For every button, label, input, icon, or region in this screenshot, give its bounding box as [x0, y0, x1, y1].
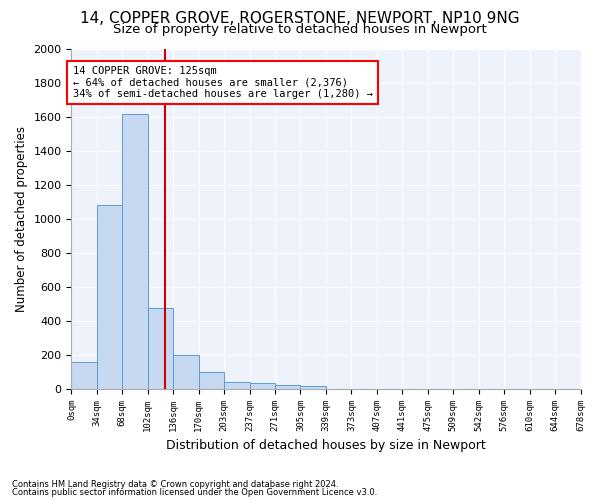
Text: 14 COPPER GROVE: 125sqm
← 64% of detached houses are smaller (2,376)
34% of semi: 14 COPPER GROVE: 125sqm ← 64% of detache…	[73, 66, 373, 99]
Bar	[173, 355, 199, 389]
Bar	[199, 372, 224, 389]
Text: Contains public sector information licensed under the Open Government Licence v3: Contains public sector information licen…	[12, 488, 377, 497]
Bar	[97, 206, 122, 389]
Bar	[122, 114, 148, 389]
Bar	[71, 362, 97, 389]
Bar	[301, 386, 326, 389]
Bar	[275, 386, 301, 389]
Y-axis label: Number of detached properties: Number of detached properties	[15, 126, 28, 312]
X-axis label: Distribution of detached houses by size in Newport: Distribution of detached houses by size …	[166, 440, 486, 452]
Bar	[148, 308, 173, 389]
Bar	[250, 383, 275, 389]
Text: Size of property relative to detached houses in Newport: Size of property relative to detached ho…	[113, 22, 487, 36]
Text: Contains HM Land Registry data © Crown copyright and database right 2024.: Contains HM Land Registry data © Crown c…	[12, 480, 338, 489]
Text: 14, COPPER GROVE, ROGERSTONE, NEWPORT, NP10 9NG: 14, COPPER GROVE, ROGERSTONE, NEWPORT, N…	[80, 11, 520, 26]
Bar	[224, 382, 250, 389]
